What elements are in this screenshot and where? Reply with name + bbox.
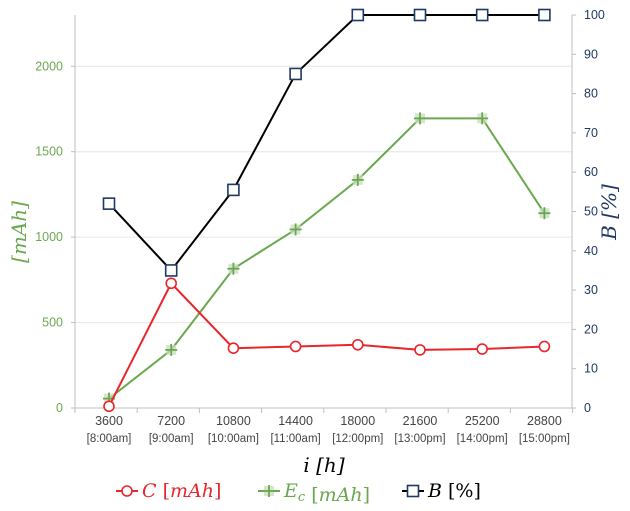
x-tick-label: 18000 [340,414,375,428]
data-point [413,8,427,22]
x-ticks: 3600 [8:00am] 7200 [9:00am] 10800 [10:00am] 14… [74,408,574,445]
series-1 [103,112,551,405]
legend-swatch-marker [406,484,420,498]
legend-label: Ec [mAh] [283,480,370,506]
y-left-tick-label: 500 [42,316,63,330]
x-tick-label: 25200 [465,414,500,428]
data-point [165,277,177,290]
x-tick-sublabel: [14:00pm] [457,433,508,445]
series-layer [102,8,551,413]
legend-swatch-marker [121,485,133,497]
x-tick-sublabel: [9:00am] [149,433,194,445]
data-point [351,8,365,22]
data-point [538,340,551,353]
left-y-ticks: 0 500 1000 1500 2000 [35,59,75,415]
data-point [289,223,302,236]
y-right-tick-label: 80 [584,87,598,101]
data-point [103,400,115,413]
legend-item: Ec [mAh] [258,480,370,506]
y-right-tick-label: 10 [584,362,598,376]
data-point [227,262,240,275]
data-point [351,338,364,351]
data-point [351,173,364,186]
y-right-tick-label: 90 [584,47,598,61]
data-point [538,207,551,220]
series-2 [102,8,551,277]
y-left-tick-label: 2000 [35,59,63,73]
legend-swatch-marker [263,485,275,497]
legend-label: C [mAh] [142,480,221,502]
y-right-tick-label: 70 [584,126,598,140]
data-point [164,264,178,277]
x-tick-sublabel: [8:00am] [87,433,132,445]
y-right-tick-label: 0 [584,401,591,415]
legend-item: B [%] [402,480,481,502]
data-point [289,67,302,81]
series-0 [103,277,551,413]
y-axis-right-label: B [%] [597,184,621,241]
data-point [165,343,178,356]
data-point [476,343,489,355]
x-tick-sublabel: [11:00am] [270,433,320,445]
x-tick-sublabel: [10:00am] [208,433,259,445]
series-line [108,281,545,407]
y-right-tick-label: 40 [584,244,598,258]
right-y-ticks: 0 10 20 30 40 50 60 70 80 90 100 [572,8,605,415]
data-point [102,197,116,210]
data-point [414,112,426,125]
series-line [108,14,545,272]
data-point [414,344,426,356]
series-line [108,117,546,400]
legend: C [mAh] Ec [mAh] B [%] [116,480,481,506]
y-axis-left-label: [mAh] [7,201,31,263]
y-right-tick-label: 50 [584,205,598,219]
y-right-tick-label: 20 [584,322,598,336]
y-left-tick-label: 1000 [35,230,63,244]
x-tick-label: 28800 [527,414,562,428]
x-tick-sublabel: [15:00pm] [519,433,570,445]
y-left-tick-label: 1500 [35,145,63,159]
y-right-tick-label: 30 [584,283,598,297]
data-point [289,340,302,353]
x-tick-label: 14400 [278,414,313,428]
data-point [227,183,240,197]
data-point [476,112,489,125]
x-tick-label: 7200 [157,414,185,428]
x-tick-label: 21600 [403,414,438,428]
y-right-tick-label: 60 [584,165,598,179]
data-point [538,8,551,22]
x-tick-sublabel: [12:00pm] [332,433,383,445]
data-point [475,8,489,22]
x-tick-label: 3600 [95,414,123,428]
y-left-tick-label: 0 [56,401,63,415]
gridlines [75,65,572,324]
legend-label: B [%] [427,480,481,502]
y-right-tick-label: 100 [584,8,605,22]
data-point [227,342,240,354]
x-axis-label: i [h] [303,453,344,477]
legend-item: C [mAh] [116,480,221,502]
x-tick-sublabel: [13:00pm] [394,433,445,445]
x-tick-label: 10800 [216,414,251,428]
